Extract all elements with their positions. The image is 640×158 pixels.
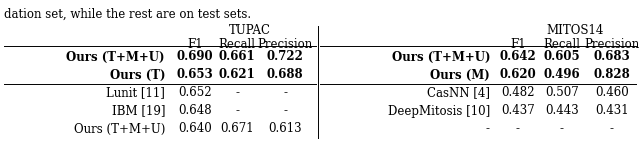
Text: Lunit [11]: Lunit [11] <box>106 86 165 100</box>
Text: Ours (T): Ours (T) <box>109 69 165 82</box>
Text: 0.613: 0.613 <box>268 122 302 136</box>
Text: 0.652: 0.652 <box>178 86 212 100</box>
Text: -: - <box>486 122 490 136</box>
Text: Recall: Recall <box>218 38 255 51</box>
Text: 0.443: 0.443 <box>545 104 579 118</box>
Text: dation set, while the rest are on test sets.: dation set, while the rest are on test s… <box>4 8 251 21</box>
Text: 0.431: 0.431 <box>595 104 629 118</box>
Text: Ours (M): Ours (M) <box>430 69 490 82</box>
Text: -: - <box>560 122 564 136</box>
Text: -: - <box>283 86 287 100</box>
Text: Precision: Precision <box>584 38 639 51</box>
Text: 0.437: 0.437 <box>501 104 535 118</box>
Text: 0.507: 0.507 <box>545 86 579 100</box>
Text: 0.621: 0.621 <box>219 69 255 82</box>
Text: DeepMitosis [10]: DeepMitosis [10] <box>388 104 490 118</box>
Text: Precision: Precision <box>257 38 312 51</box>
Text: MITOS14: MITOS14 <box>547 24 604 37</box>
Text: IBM [19]: IBM [19] <box>111 104 165 118</box>
Text: Ours (T+M+U): Ours (T+M+U) <box>392 51 490 64</box>
Text: TUPAC: TUPAC <box>229 24 271 37</box>
Text: Ours (T+M+U): Ours (T+M+U) <box>74 122 165 136</box>
Text: 0.648: 0.648 <box>178 104 212 118</box>
Text: 0.605: 0.605 <box>544 51 580 64</box>
Text: 0.671: 0.671 <box>220 122 254 136</box>
Text: 0.460: 0.460 <box>595 86 629 100</box>
Text: 0.828: 0.828 <box>594 69 630 82</box>
Text: 0.482: 0.482 <box>501 86 535 100</box>
Text: 0.642: 0.642 <box>500 51 536 64</box>
Text: 0.683: 0.683 <box>594 51 630 64</box>
Text: F1: F1 <box>187 38 203 51</box>
Text: -: - <box>283 104 287 118</box>
Text: 0.690: 0.690 <box>177 51 213 64</box>
Text: -: - <box>516 122 520 136</box>
Text: 0.496: 0.496 <box>544 69 580 82</box>
Text: 0.722: 0.722 <box>267 51 303 64</box>
Text: 0.653: 0.653 <box>177 69 213 82</box>
Text: F1: F1 <box>510 38 526 51</box>
Text: Ours (T+M+U): Ours (T+M+U) <box>67 51 165 64</box>
Text: -: - <box>235 86 239 100</box>
Text: 0.640: 0.640 <box>178 122 212 136</box>
Text: 0.620: 0.620 <box>500 69 536 82</box>
Text: Recall: Recall <box>543 38 580 51</box>
Text: 0.688: 0.688 <box>267 69 303 82</box>
Text: -: - <box>610 122 614 136</box>
Text: 0.661: 0.661 <box>219 51 255 64</box>
Text: -: - <box>235 104 239 118</box>
Text: CasNN [4]: CasNN [4] <box>427 86 490 100</box>
